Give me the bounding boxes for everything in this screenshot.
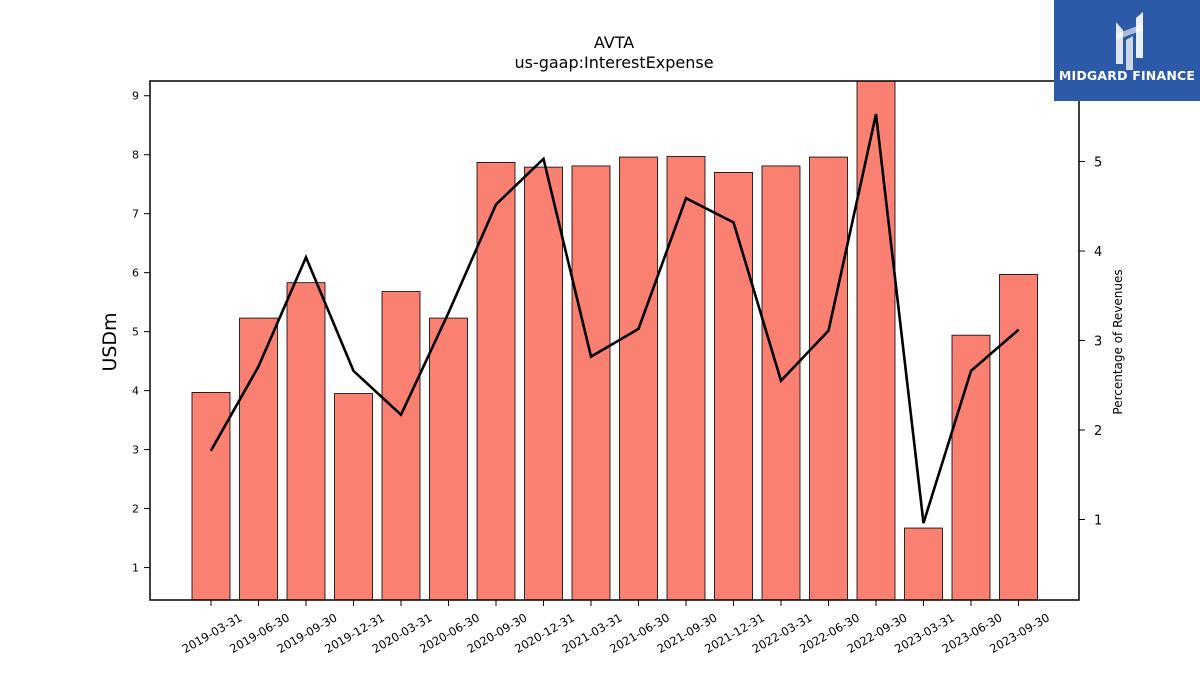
line-point-2019-03-31 — [210, 450, 212, 452]
y-tick-label: 8 — [132, 149, 139, 162]
y2-tick-label: 4 — [1094, 245, 1102, 260]
line-point-2022-06-30 — [828, 330, 829, 332]
y2-axis-label: Percentage of Revenues — [1111, 269, 1125, 414]
line-point-2020-09-30 — [495, 203, 497, 205]
line-point-2022-03-31 — [780, 380, 782, 382]
y2-tick-label: 5 — [1094, 156, 1102, 171]
y-tick-label: 4 — [132, 385, 139, 398]
line-point-2019-12-31 — [353, 370, 354, 372]
bar-2020-06-30 — [429, 317, 468, 601]
bar-2021-12-31 — [714, 172, 753, 601]
line-series — [209, 113, 1020, 524]
line-point-2022-09-30 — [875, 113, 877, 115]
bar-2022-09-30 — [856, 80, 896, 601]
bar-2022-06-30 — [809, 156, 848, 601]
chart-title: AVTA — [594, 33, 634, 52]
bar-2023-03-31 — [904, 527, 943, 601]
line-point-2021-09-30 — [685, 197, 687, 199]
brand-logo: MIDGARD FINANCE — [1054, 0, 1200, 101]
bar-2019-12-31 — [334, 393, 373, 601]
line-point-2020-12-31 — [543, 158, 544, 160]
y2-tick-label: 3 — [1094, 335, 1102, 350]
line-point-2021-03-31 — [590, 356, 592, 358]
y-tick-label: 6 — [132, 267, 139, 280]
bar-2023-06-30 — [951, 334, 991, 601]
y2-tick-label: 2 — [1094, 424, 1102, 439]
bar-2020-03-31 — [381, 291, 421, 601]
bar-2020-09-30 — [476, 161, 516, 601]
y2-tick-label: 1 — [1094, 513, 1102, 528]
bar-2019-06-30 — [239, 317, 278, 601]
bar-2022-03-31 — [761, 165, 801, 601]
logo-text: MIDGARD FINANCE — [1058, 68, 1196, 83]
bar-2023-09-30 — [999, 274, 1038, 601]
bar-2019-09-30 — [286, 282, 326, 601]
y-tick-label: 7 — [132, 208, 139, 221]
line-point-2023-09-30 — [1018, 329, 1019, 331]
line-point-2023-03-31 — [923, 522, 924, 524]
line-point-2019-06-30 — [258, 365, 259, 367]
y-tick-label: 2 — [132, 503, 139, 516]
chart-subtitle: us-gaap:InterestExpense — [514, 53, 713, 72]
bar-2021-09-30 — [666, 156, 706, 601]
y-tick-label: 3 — [132, 444, 139, 457]
line-point-2021-12-31 — [733, 221, 734, 223]
y-axis-label: USDm — [99, 312, 121, 371]
line-point-2020-03-31 — [400, 414, 402, 416]
line-point-2021-06-30 — [638, 328, 639, 330]
y-tick-label: 1 — [132, 562, 139, 575]
line-point-2019-09-30 — [305, 256, 307, 258]
bar-2021-03-31 — [571, 165, 611, 601]
line-point-2020-06-30 — [448, 312, 449, 314]
line-point-2023-06-30 — [970, 370, 972, 372]
y-tick-label: 9 — [132, 90, 139, 103]
bar-2019-03-31 — [191, 391, 231, 601]
bar-2021-06-30 — [619, 156, 658, 601]
y-tick-label: 5 — [132, 326, 139, 339]
bar-2020-12-31 — [524, 166, 563, 601]
logo-mark-icon — [1116, 12, 1143, 70]
